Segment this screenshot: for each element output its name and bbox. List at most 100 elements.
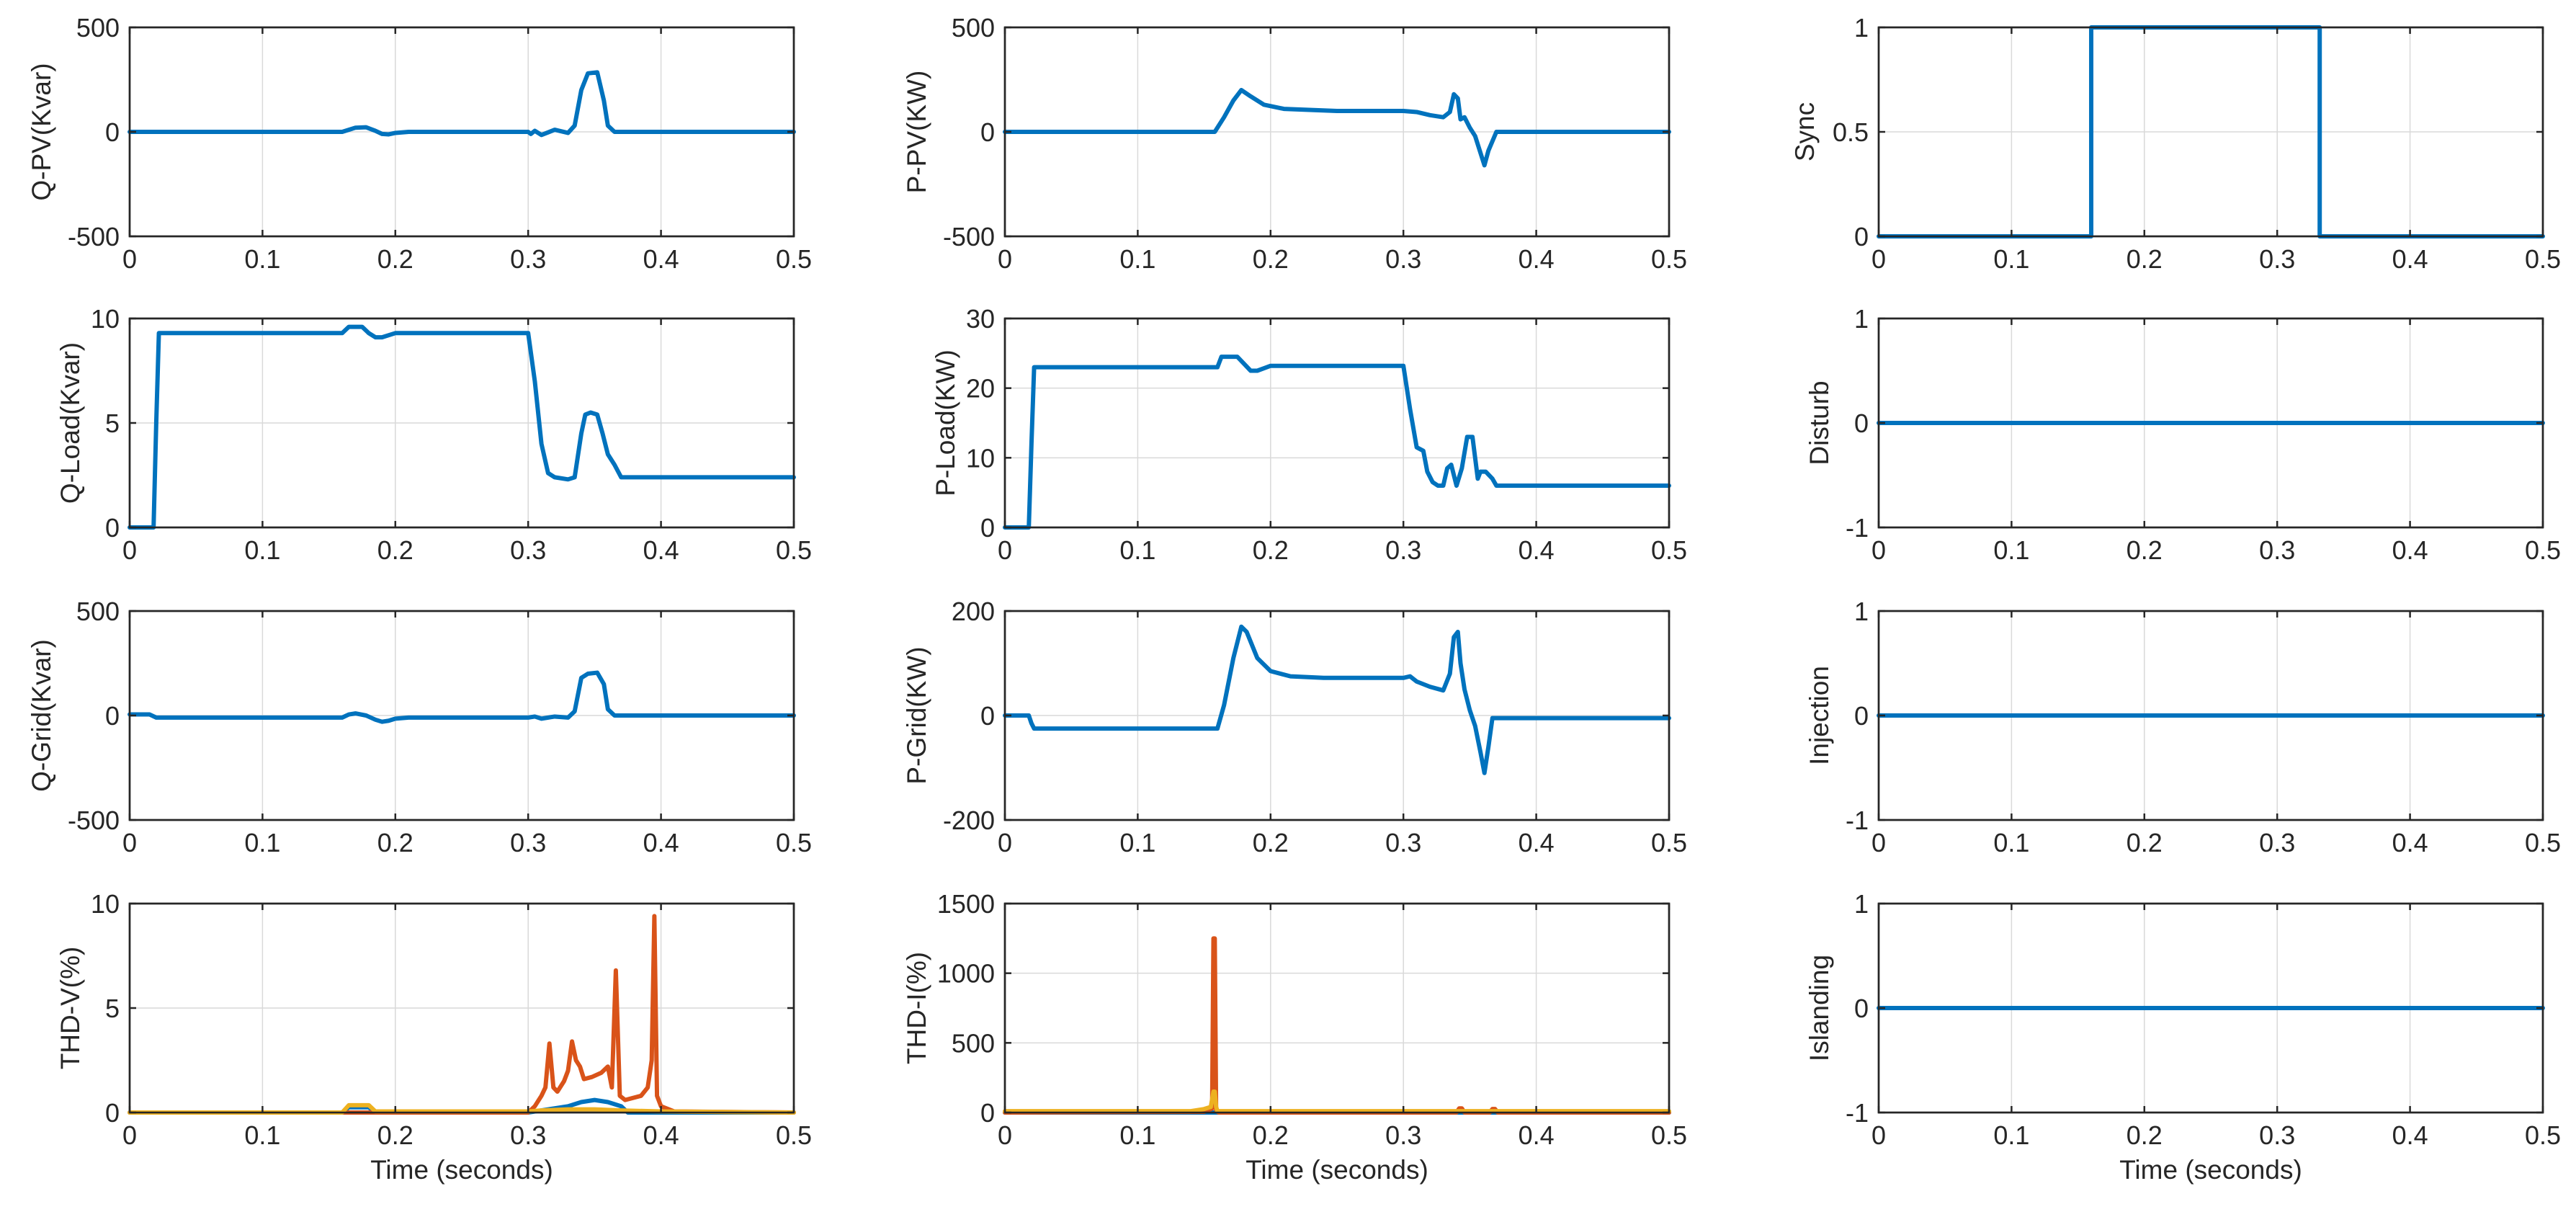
- x-tick-label: 0.1: [1993, 1120, 2029, 1150]
- x-tick-label: 0: [1871, 535, 1886, 565]
- y-tick-label: 200: [952, 597, 995, 626]
- x-tick-label: 0.2: [377, 535, 413, 565]
- x-tick-label: 0.2: [2126, 535, 2163, 565]
- x-tick-label: 0.2: [1253, 1120, 1289, 1150]
- x-tick-label: 0.5: [1651, 244, 1687, 274]
- panel-q-load: 0 0.1 0.2 0.3 0.4 0.5 0 5 10Q-Load(Kvar): [55, 304, 812, 565]
- y-tick-label: 0: [1854, 409, 1869, 438]
- series-line-q-load-1: [128, 324, 796, 530]
- x-tick-label: 0.5: [1651, 535, 1687, 565]
- y-tick-label: 0: [1854, 994, 1869, 1023]
- x-axis-label: Time (seconds): [370, 1155, 553, 1185]
- series-line-thd-i-3: [1003, 1089, 1671, 1114]
- y-axis-label: Q-PV(Kvar): [27, 63, 56, 200]
- x-tick-label: 0.3: [2259, 1120, 2295, 1150]
- x-tick-label: 0.3: [510, 535, 546, 565]
- x-tick-label: 0.3: [2259, 244, 2295, 274]
- y-tick-label: 10: [91, 304, 120, 334]
- series-line-thd-v-3: [128, 1102, 796, 1115]
- y-axis-label: THD-I(%): [902, 952, 931, 1064]
- axes-frame: [1003, 317, 1671, 529]
- x-tick-label: 0.1: [244, 828, 280, 857]
- y-tick-label: 500: [76, 597, 120, 626]
- x-tick-label: 0: [998, 244, 1012, 274]
- x-tick-label: 0.2: [377, 828, 413, 857]
- y-tick-label: 0: [105, 117, 120, 147]
- series-line-q-grid-1: [128, 670, 796, 724]
- y-axis-label: Disturb: [1804, 380, 1834, 465]
- y-tick-label: -1: [1846, 1098, 1869, 1128]
- x-tick-label: 0.3: [510, 1120, 546, 1150]
- x-tick-label: 0.3: [2259, 535, 2295, 565]
- x-tick-label: 0.5: [776, 535, 812, 565]
- x-tick-label: 0.4: [2392, 828, 2428, 857]
- y-tick-label: -1: [1846, 513, 1869, 543]
- plot-area: [1003, 902, 1671, 1114]
- y-axis-label: Q-Grid(Kvar): [27, 639, 56, 792]
- x-tick-label: 0: [122, 244, 137, 274]
- x-tick-label: 0.5: [776, 244, 812, 274]
- series-line-p-load-1: [1003, 355, 1671, 530]
- panel-p-load: 0 0.1 0.2 0.3 0.4 0.5 0 10 20 30P-Load(KW): [931, 304, 1687, 565]
- y-tick-label: 0: [980, 513, 995, 543]
- series-line-thd-v-2: [128, 914, 796, 1115]
- y-tick-label: 1: [1854, 13, 1869, 43]
- x-tick-label: 0.4: [643, 244, 679, 274]
- x-tick-label: 0.2: [1253, 535, 1289, 565]
- series-line-p-pv-1: [1003, 88, 1671, 168]
- x-tick-label: 0: [122, 535, 137, 565]
- x-tick-label: 0.2: [2126, 828, 2163, 857]
- x-tick-label: 0.3: [2259, 828, 2295, 857]
- x-tick-label: 0.5: [2525, 828, 2561, 857]
- y-tick-label: -500: [68, 806, 120, 835]
- y-tick-label: 1: [1854, 304, 1869, 334]
- x-tick-label: 0.4: [1519, 828, 1555, 857]
- y-tick-label: 10: [91, 889, 120, 919]
- y-tick-label: 30: [966, 304, 995, 334]
- x-tick-label: 0.5: [2525, 244, 2561, 274]
- x-tick-label: 0.4: [2392, 244, 2428, 274]
- x-tick-label: 0.3: [510, 828, 546, 857]
- x-tick-label: 0.1: [244, 244, 280, 274]
- x-tick-label: 0.1: [244, 535, 280, 565]
- y-tick-label: 10: [966, 443, 995, 473]
- x-tick-label: 0: [998, 1120, 1012, 1150]
- x-tick-label: 0.1: [1119, 1120, 1155, 1150]
- y-tick-label: 5: [105, 409, 120, 438]
- x-tick-label: 0.5: [1651, 1120, 1687, 1150]
- y-tick-label: 0: [980, 117, 995, 147]
- y-axis-label: P-PV(KW): [902, 71, 931, 194]
- x-tick-label: 0.4: [643, 1120, 679, 1150]
- x-tick-label: 0.4: [643, 828, 679, 857]
- x-tick-label: 0.3: [1385, 535, 1421, 565]
- x-tick-label: 0.1: [1993, 244, 2029, 274]
- y-tick-label: 0: [980, 701, 995, 731]
- y-tick-label: 1000: [937, 959, 995, 989]
- x-tick-label: 0: [1871, 1120, 1886, 1150]
- y-tick-label: 1500: [937, 889, 995, 919]
- x-tick-label: 0.4: [1519, 1120, 1555, 1150]
- y-tick-label: 0.5: [1833, 117, 1869, 147]
- x-tick-label: 0: [122, 828, 137, 857]
- x-tick-label: 0.1: [1993, 828, 2029, 857]
- y-axis-label: P-Grid(KW): [902, 646, 931, 784]
- y-tick-label: 0: [1854, 222, 1869, 251]
- y-tick-label: 5: [105, 994, 120, 1023]
- x-tick-label: 0: [122, 1120, 137, 1150]
- y-tick-label: 500: [952, 1028, 995, 1058]
- y-tick-label: 0: [1854, 701, 1869, 731]
- y-tick-label: 20: [966, 374, 995, 404]
- series-line-q-pv-1: [128, 70, 796, 138]
- x-tick-label: 0: [998, 535, 1012, 565]
- y-axis-label: THD-V(%): [55, 947, 85, 1070]
- x-tick-label: 0.1: [1119, 535, 1155, 565]
- panel-sync: 0 0.1 0.2 0.3 0.4 0.5 0 0.5 1 Sync: [1790, 13, 2561, 274]
- y-tick-label: 500: [952, 13, 995, 43]
